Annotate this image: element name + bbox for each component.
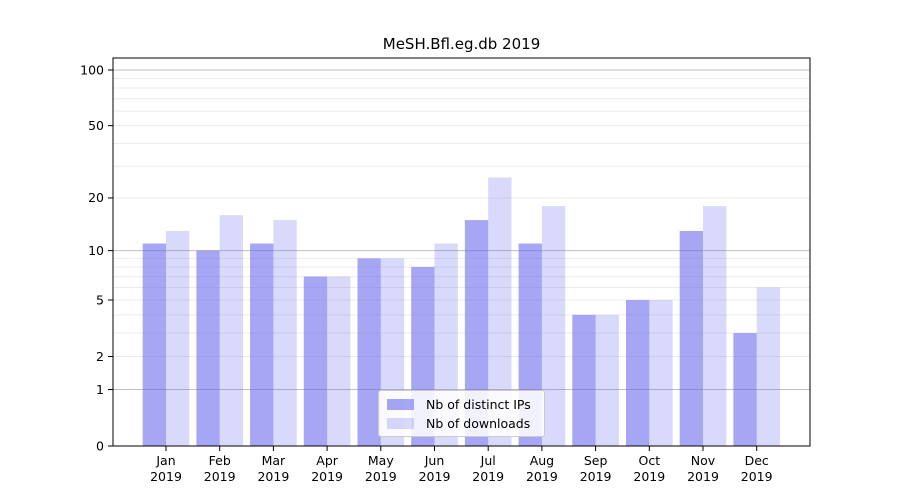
legend-swatch-distinct-ips: [387, 398, 414, 410]
y-tick-label: 5: [96, 292, 104, 307]
x-tick-label-month: May: [368, 453, 394, 468]
y-tick-label: 2: [96, 349, 104, 364]
x-tick-label-year: 2019: [365, 469, 397, 484]
x-tick-label-month: Dec: [745, 453, 769, 468]
y-tick-label: 1: [96, 382, 104, 397]
x-tick-label-year: 2019: [526, 469, 558, 484]
bar-distinct-ips-jul: [464, 220, 489, 446]
x-tick-label-month: Jan: [155, 453, 175, 468]
y-tick-label: 0: [96, 438, 104, 453]
x-tick-label-year: 2019: [150, 469, 182, 484]
bar-downloads-apr: [327, 276, 351, 446]
bar-downloads-mar: [273, 220, 297, 446]
x-tick-label-year: 2019: [257, 469, 289, 484]
bar-downloads-jul: [488, 177, 512, 446]
x-tick-label-month: Mar: [262, 453, 286, 468]
bar-distinct-ips-apr: [303, 276, 328, 446]
y-tick-label: 100: [80, 62, 104, 77]
bar-downloads-feb: [219, 215, 243, 446]
bar-downloads-oct: [649, 300, 673, 446]
y-tick-label: 20: [88, 190, 104, 205]
legend-label-distinct-ips: Nb of distinct IPs: [426, 396, 531, 412]
x-tick-label-month: Nov: [691, 453, 716, 468]
bar-distinct-ips-nov: [679, 230, 703, 446]
x-tick-label-year: 2019: [311, 469, 343, 484]
x-tick-label-month: Feb: [209, 453, 231, 468]
x-tick-label-year: 2019: [419, 469, 451, 484]
bar-distinct-ips-sep: [572, 314, 596, 446]
bar-distinct-ips-mar: [250, 243, 274, 446]
x-tick-label-year: 2019: [580, 469, 612, 484]
bar-distinct-ips-jan: [142, 243, 166, 446]
bar-downloads-dec: [756, 287, 780, 446]
x-tick-label-year: 2019: [687, 469, 719, 484]
y-tick-label: 10: [88, 243, 104, 258]
x-tick-label-month: Aug: [530, 453, 554, 468]
x-tick-label-year: 2019: [741, 469, 773, 484]
bar-distinct-ips-dec: [733, 333, 757, 446]
bar-distinct-ips-may: [357, 258, 381, 446]
bar-downloads-nov: [703, 206, 727, 446]
legend-swatch-downloads: [387, 417, 414, 429]
bar-downloads-sep: [595, 314, 619, 446]
x-tick-label-year: 2019: [472, 469, 504, 484]
x-tick-label-month: Apr: [316, 453, 338, 468]
legend-label-downloads: Nb of downloads: [426, 415, 531, 431]
chart-title: MeSH.Bfl.eg.db 2019: [382, 35, 541, 53]
bar-distinct-ips-oct: [626, 300, 650, 446]
x-tick-label-year: 2019: [204, 469, 236, 484]
bar-distinct-ips-feb: [196, 250, 220, 446]
x-tick-label-month: Oct: [638, 453, 660, 468]
x-tick-label-month: Sep: [584, 453, 608, 468]
plot-border: [112, 57, 811, 447]
x-tick-label-month: Jul: [480, 453, 496, 468]
x-tick-label-month: Jun: [424, 453, 445, 468]
legend-item-downloads: Nb of downloads: [387, 416, 536, 431]
y-tick-label: 50: [88, 118, 104, 133]
bar-downloads-aug: [541, 206, 566, 446]
legend-item-distinct-ips: Nb of distinct IPs: [387, 397, 536, 412]
legend: Nb of distinct IPs Nb of downloads: [378, 390, 545, 437]
x-tick-label-year: 2019: [633, 469, 665, 484]
bar-downloads-jan: [166, 230, 190, 446]
